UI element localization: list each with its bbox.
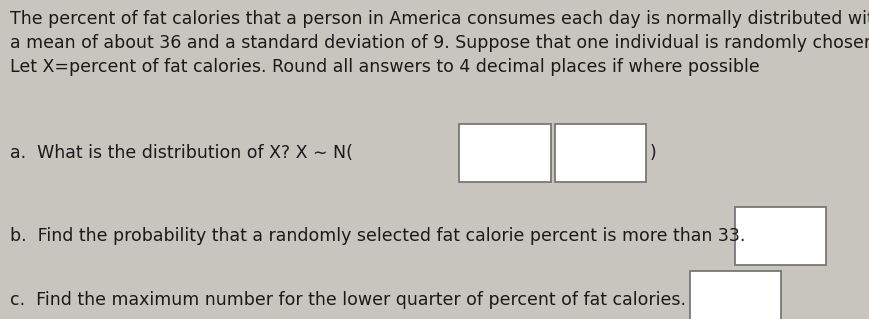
Text: a.  What is the distribution of X? X ∼ N(: a. What is the distribution of X? X ∼ N( — [10, 144, 353, 162]
FancyBboxPatch shape — [459, 124, 550, 182]
FancyBboxPatch shape — [554, 124, 646, 182]
FancyBboxPatch shape — [734, 207, 826, 265]
FancyBboxPatch shape — [689, 271, 780, 319]
Text: c.  Find the maximum number for the lower quarter of percent of fat calories.: c. Find the maximum number for the lower… — [10, 291, 686, 309]
Text: The percent of fat calories that a person in America consumes each day is normal: The percent of fat calories that a perso… — [10, 10, 869, 76]
Text: b.  Find the probability that a randomly selected fat calorie percent is more th: b. Find the probability that a randomly … — [10, 227, 745, 245]
Text: ): ) — [649, 144, 656, 162]
